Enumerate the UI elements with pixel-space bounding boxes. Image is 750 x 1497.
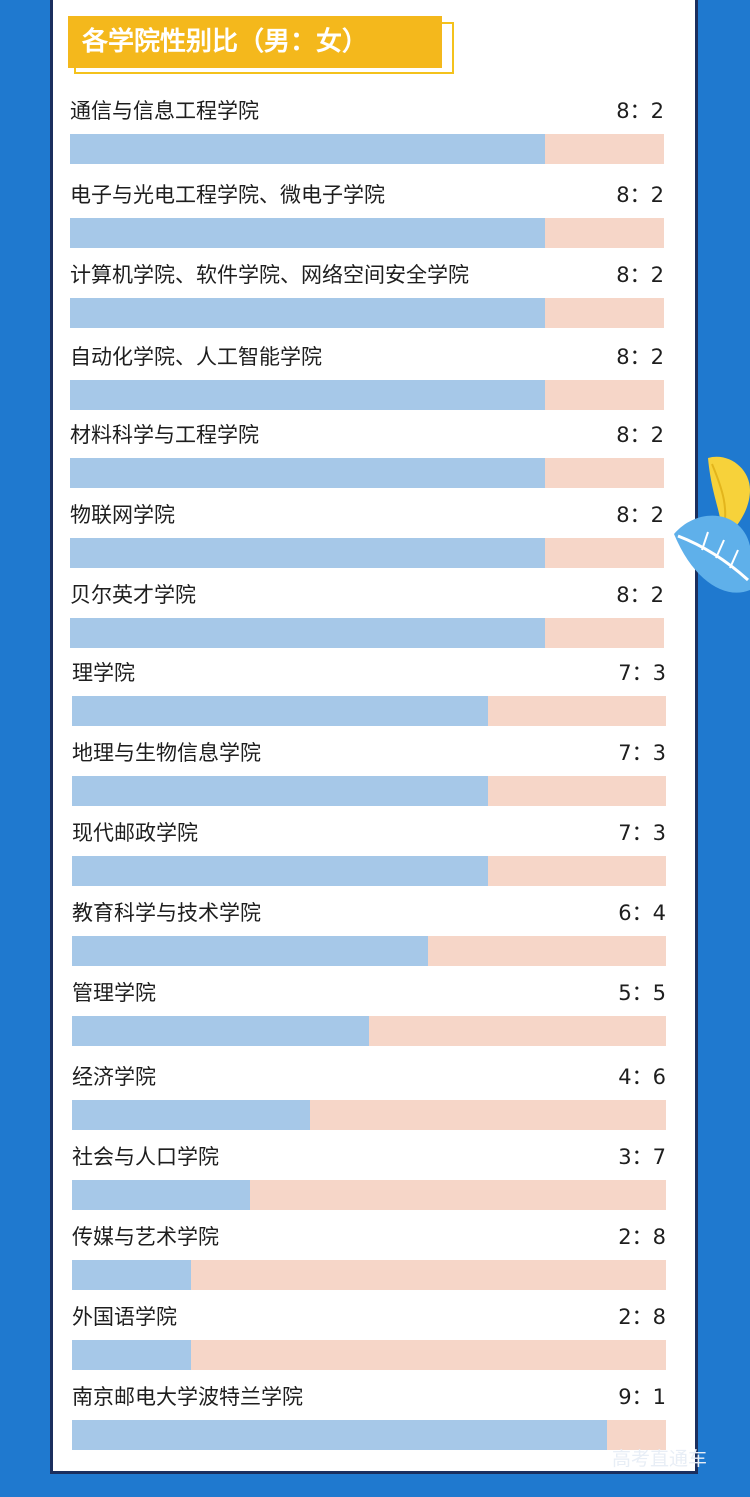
college-label: 南京邮电大学波特兰学院 bbox=[72, 1385, 303, 1409]
female-bar-segment bbox=[70, 538, 664, 568]
ratio-value: 8：2 bbox=[616, 263, 664, 287]
female-bar-segment bbox=[72, 856, 666, 886]
ratio-value: 7：3 bbox=[618, 661, 666, 685]
college-label: 物联网学院 bbox=[70, 503, 175, 527]
female-bar-segment bbox=[72, 1100, 666, 1130]
male-bar-segment bbox=[70, 218, 545, 248]
ratio-value: 3：7 bbox=[618, 1145, 666, 1169]
ratio-value: 2：8 bbox=[618, 1225, 666, 1249]
female-bar-segment bbox=[70, 380, 664, 410]
female-bar-segment bbox=[72, 1016, 666, 1046]
male-bar-segment bbox=[70, 618, 545, 648]
female-bar-segment bbox=[70, 134, 664, 164]
male-bar-segment bbox=[72, 1420, 607, 1450]
college-label: 计算机学院、软件学院、网络空间安全学院 bbox=[70, 263, 469, 287]
college-label: 经济学院 bbox=[72, 1065, 156, 1089]
female-bar-segment bbox=[70, 298, 664, 328]
college-label: 材料科学与工程学院 bbox=[70, 423, 259, 447]
ratio-value: 8：2 bbox=[616, 99, 664, 123]
male-bar-segment bbox=[72, 776, 488, 806]
male-bar-segment bbox=[70, 134, 545, 164]
chart-title: 各学院性别比（男：女） bbox=[68, 16, 442, 68]
female-bar-segment bbox=[70, 618, 664, 648]
female-bar-segment bbox=[72, 1420, 666, 1450]
title-banner: 各学院性别比（男：女） bbox=[68, 16, 454, 74]
college-label: 地理与生物信息学院 bbox=[72, 741, 261, 765]
college-label: 外国语学院 bbox=[72, 1305, 177, 1329]
watermark: 高考直通车 bbox=[612, 1448, 708, 1470]
male-bar-segment bbox=[70, 458, 545, 488]
male-bar-segment bbox=[70, 538, 545, 568]
college-label: 贝尔英才学院 bbox=[70, 583, 196, 607]
ratio-value: 8：2 bbox=[616, 503, 664, 527]
ratio-value: 9：1 bbox=[618, 1385, 666, 1409]
ratio-value: 8：2 bbox=[616, 583, 664, 607]
college-label: 管理学院 bbox=[72, 981, 156, 1005]
male-bar-segment bbox=[70, 380, 545, 410]
ratio-value: 6：4 bbox=[618, 901, 666, 925]
male-bar-segment bbox=[72, 1016, 369, 1046]
male-bar-segment bbox=[70, 298, 545, 328]
female-bar-segment bbox=[70, 458, 664, 488]
male-bar-segment bbox=[72, 1340, 191, 1370]
female-bar-segment bbox=[72, 1340, 666, 1370]
male-bar-segment bbox=[72, 696, 488, 726]
college-label: 传媒与艺术学院 bbox=[72, 1225, 219, 1249]
ratio-value: 2：8 bbox=[618, 1305, 666, 1329]
ratio-value: 5：5 bbox=[618, 981, 666, 1005]
male-bar-segment bbox=[72, 936, 428, 966]
college-label: 电子与光电工程学院、微电子学院 bbox=[70, 183, 385, 207]
female-bar-segment bbox=[72, 776, 666, 806]
female-bar-segment bbox=[70, 218, 664, 248]
ratio-value: 8：2 bbox=[616, 423, 664, 447]
male-bar-segment bbox=[72, 1260, 191, 1290]
female-bar-segment bbox=[72, 1260, 666, 1290]
ratio-value: 7：3 bbox=[618, 741, 666, 765]
college-label: 现代邮政学院 bbox=[72, 821, 198, 845]
female-bar-segment bbox=[72, 1180, 666, 1210]
college-label: 通信与信息工程学院 bbox=[70, 99, 259, 123]
female-bar-segment bbox=[72, 696, 666, 726]
male-bar-segment bbox=[72, 856, 488, 886]
ratio-value: 7：3 bbox=[618, 821, 666, 845]
male-bar-segment bbox=[72, 1180, 250, 1210]
male-bar-segment bbox=[72, 1100, 310, 1130]
female-bar-segment bbox=[72, 936, 666, 966]
college-label: 教育科学与技术学院 bbox=[72, 901, 261, 925]
ratio-value: 8：2 bbox=[616, 183, 664, 207]
leaf-decoration-icon bbox=[674, 456, 750, 593]
college-label: 社会与人口学院 bbox=[72, 1145, 219, 1169]
college-label: 自动化学院、人工智能学院 bbox=[70, 345, 322, 369]
ratio-value: 8：2 bbox=[616, 345, 664, 369]
college-label: 理学院 bbox=[72, 661, 135, 685]
ratio-value: 4：6 bbox=[618, 1065, 666, 1089]
